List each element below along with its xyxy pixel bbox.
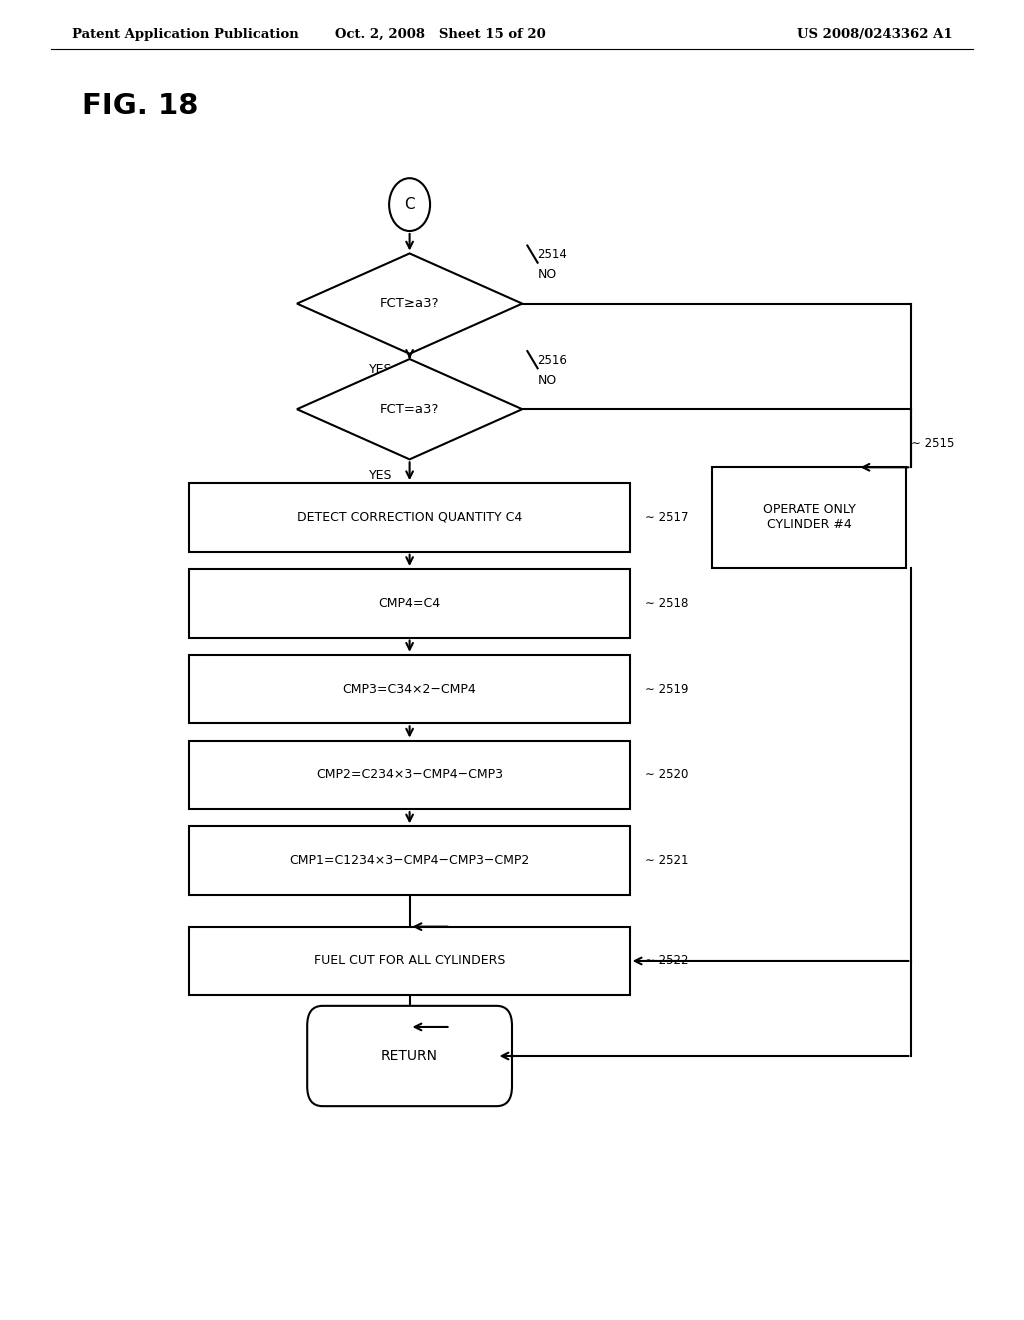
Text: FCT=a3?: FCT=a3?: [380, 403, 439, 416]
FancyBboxPatch shape: [189, 483, 630, 552]
Text: ∼ 2522: ∼ 2522: [645, 954, 688, 968]
Text: ∼ 2520: ∼ 2520: [645, 768, 688, 781]
Text: FUEL CUT FOR ALL CYLINDERS: FUEL CUT FOR ALL CYLINDERS: [314, 954, 505, 968]
FancyBboxPatch shape: [189, 927, 630, 995]
Text: 2516: 2516: [538, 354, 567, 367]
Text: ∼ 2518: ∼ 2518: [645, 597, 688, 610]
FancyBboxPatch shape: [189, 655, 630, 723]
Text: CMP1=C1234×3−CMP4−CMP3−CMP2: CMP1=C1234×3−CMP4−CMP3−CMP2: [290, 854, 529, 867]
Text: CMP2=C234×3−CMP4−CMP3: CMP2=C234×3−CMP4−CMP3: [316, 768, 503, 781]
Circle shape: [389, 178, 430, 231]
Text: OPERATE ONLY
CYLINDER #4: OPERATE ONLY CYLINDER #4: [763, 503, 855, 532]
FancyBboxPatch shape: [307, 1006, 512, 1106]
Text: ∼ 2521: ∼ 2521: [645, 854, 688, 867]
Text: RETURN: RETURN: [381, 1049, 438, 1063]
FancyBboxPatch shape: [189, 826, 630, 895]
Polygon shape: [297, 359, 522, 459]
FancyBboxPatch shape: [712, 467, 906, 568]
Polygon shape: [297, 253, 522, 354]
Text: ∼ 2515: ∼ 2515: [911, 437, 954, 450]
Text: US 2008/0243362 A1: US 2008/0243362 A1: [797, 28, 952, 41]
Text: 2514: 2514: [538, 248, 567, 261]
Text: ∼ 2519: ∼ 2519: [645, 682, 688, 696]
Text: CMP3=C34×2−CMP4: CMP3=C34×2−CMP4: [343, 682, 476, 696]
Text: C: C: [404, 197, 415, 213]
FancyBboxPatch shape: [189, 569, 630, 638]
Text: Patent Application Publication: Patent Application Publication: [72, 28, 298, 41]
Text: FIG. 18: FIG. 18: [82, 91, 199, 120]
Text: YES: YES: [370, 363, 392, 376]
Text: NO: NO: [538, 268, 557, 281]
FancyBboxPatch shape: [189, 741, 630, 809]
Text: Oct. 2, 2008   Sheet 15 of 20: Oct. 2, 2008 Sheet 15 of 20: [335, 28, 546, 41]
Text: NO: NO: [538, 374, 557, 387]
Text: CMP4=C4: CMP4=C4: [379, 597, 440, 610]
Text: YES: YES: [370, 469, 392, 482]
Text: ∼ 2517: ∼ 2517: [645, 511, 688, 524]
Text: FCT≥a3?: FCT≥a3?: [380, 297, 439, 310]
Text: DETECT CORRECTION QUANTITY C4: DETECT CORRECTION QUANTITY C4: [297, 511, 522, 524]
